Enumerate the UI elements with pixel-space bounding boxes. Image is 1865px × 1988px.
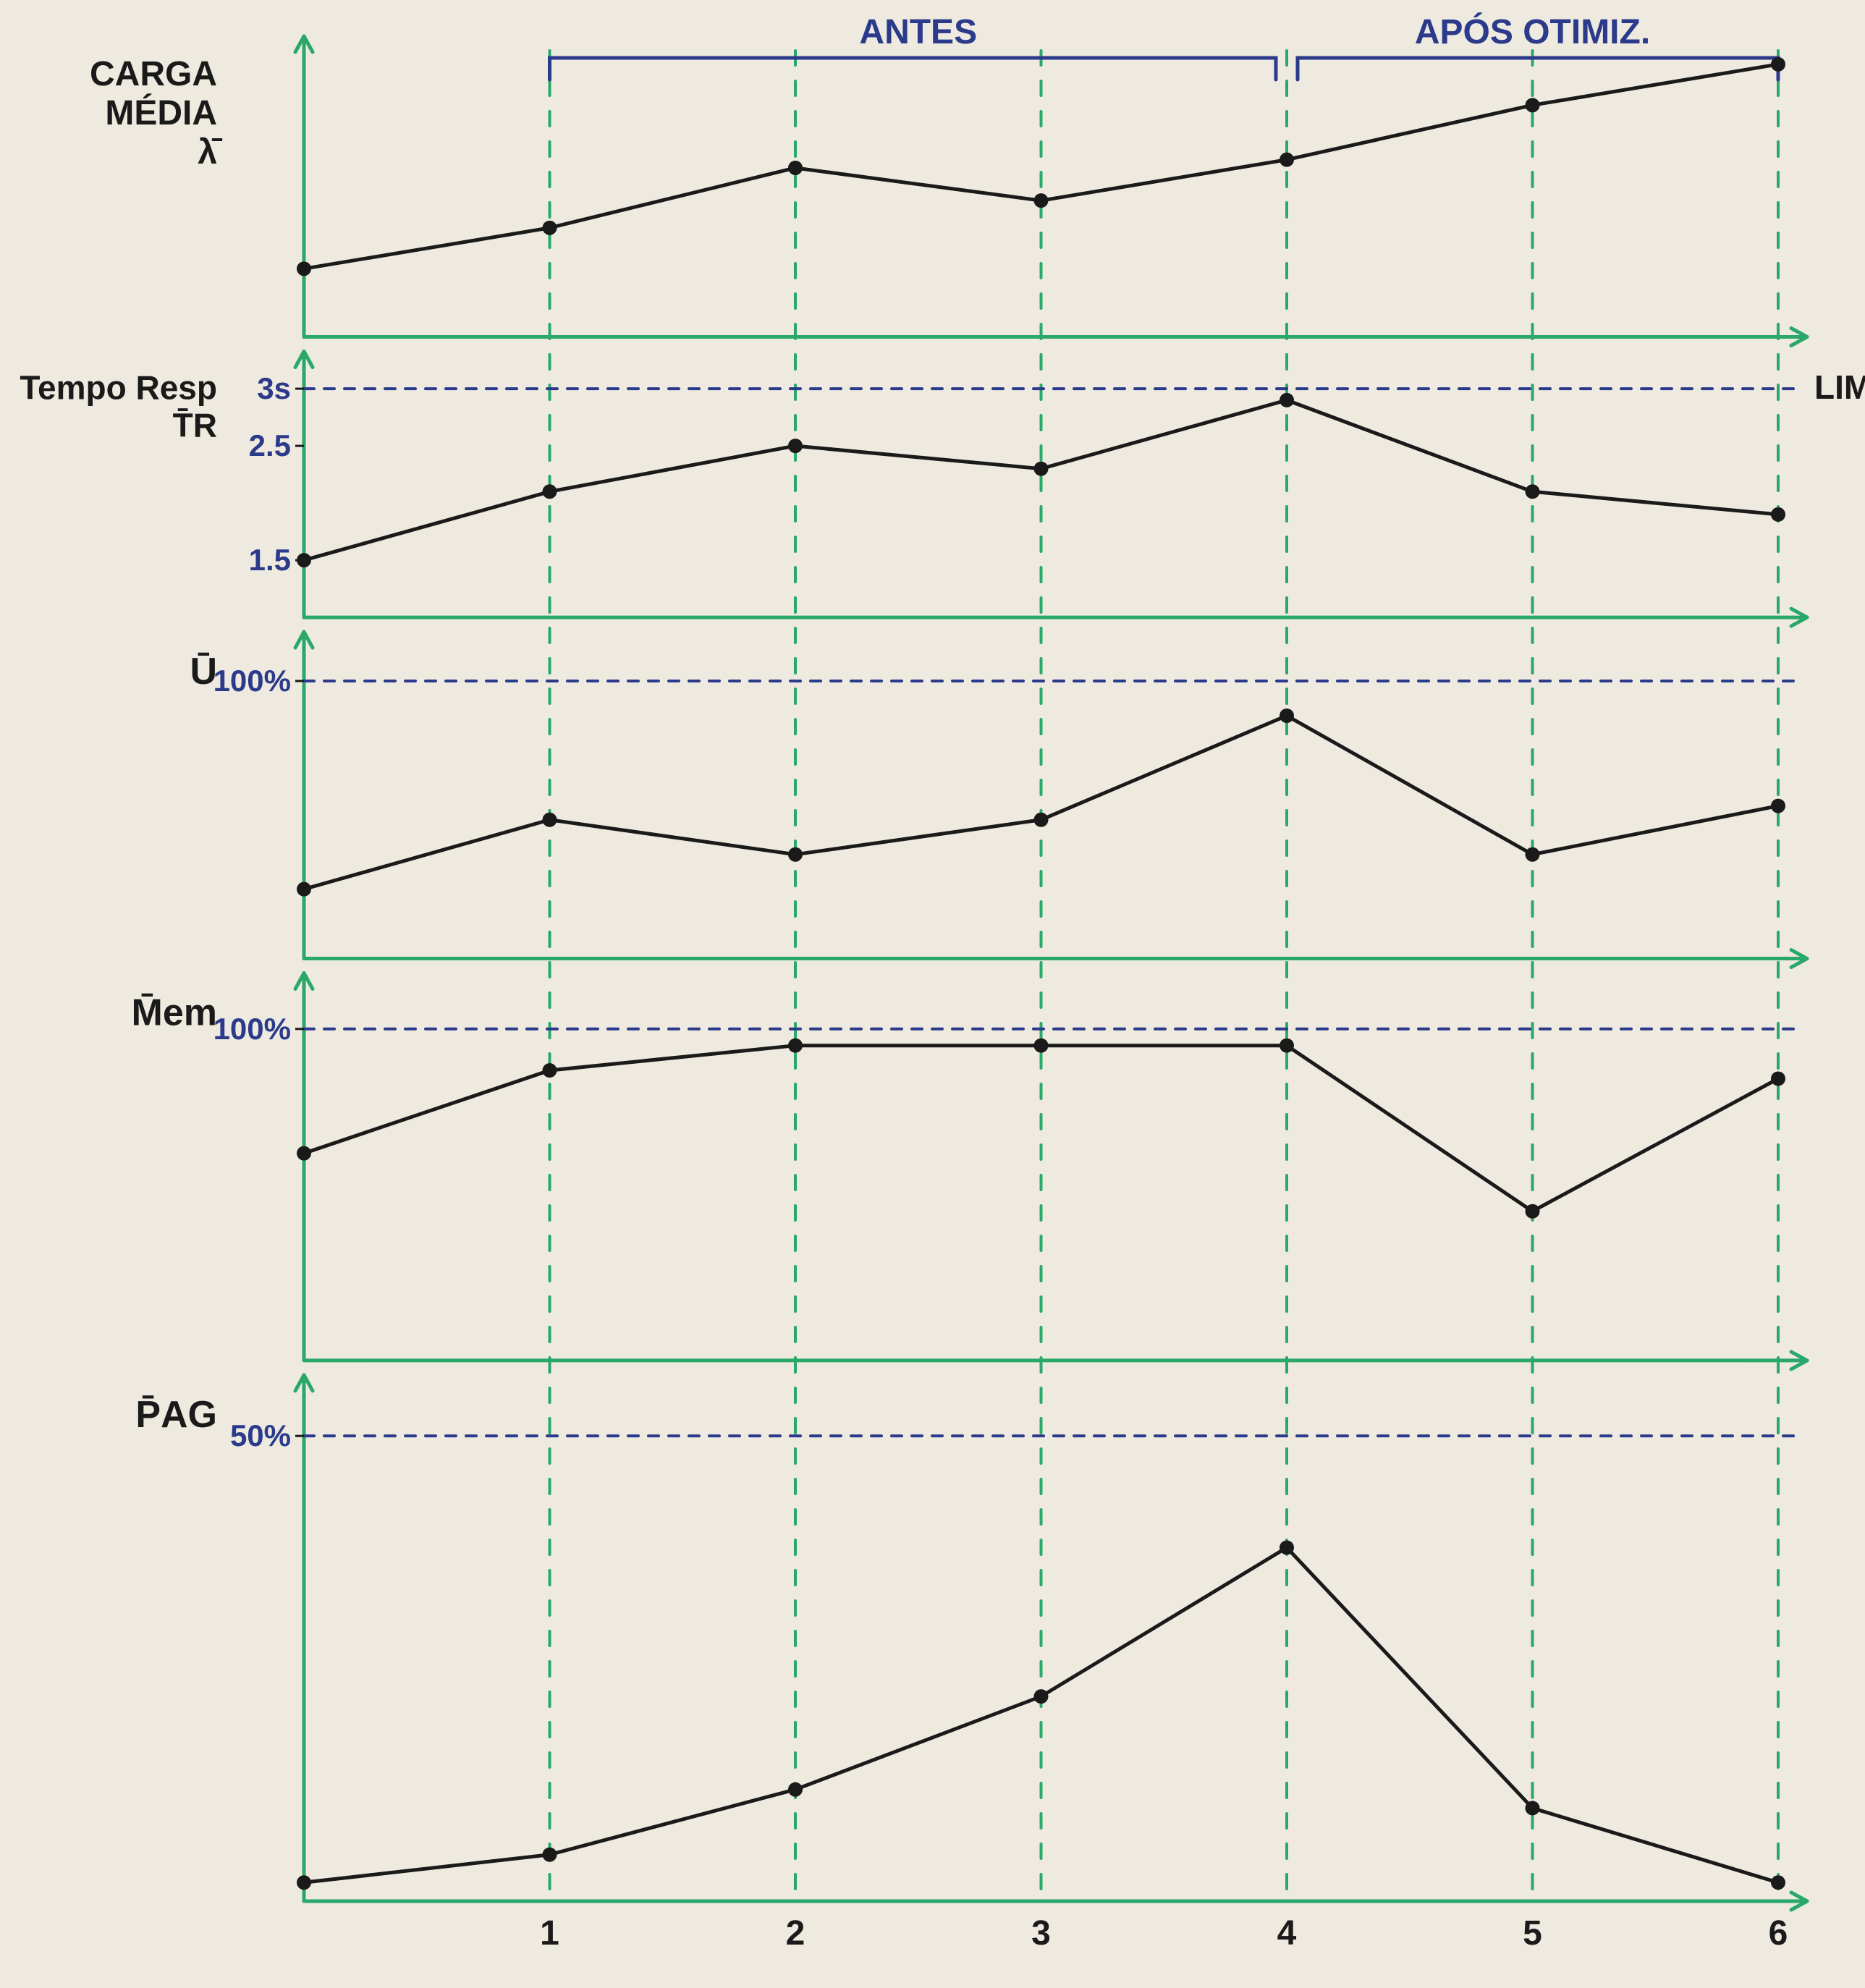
data-point	[788, 439, 803, 453]
data-point	[297, 882, 311, 897]
x-tick-label: 2	[786, 1914, 805, 1953]
data-point	[1280, 1540, 1294, 1555]
data-point	[1034, 813, 1049, 827]
x-tick-label: 1	[540, 1914, 559, 1953]
header-antes: ANTES	[859, 13, 977, 51]
data-point	[543, 1063, 557, 1078]
y-tick-label: 100%	[213, 1012, 291, 1046]
data-point	[1034, 193, 1049, 208]
y-tick-label: 50%	[230, 1418, 291, 1452]
reference-label: LIMITE	[1814, 368, 1865, 406]
data-point	[543, 1848, 557, 1862]
data-point	[1771, 1875, 1785, 1890]
panel-title-carga: CARGA	[90, 55, 217, 93]
data-point	[1771, 1072, 1785, 1086]
data-point	[543, 484, 557, 499]
x-tick-label: 3	[1031, 1914, 1051, 1953]
data-point	[788, 1782, 803, 1797]
y-tick-label: 2.5	[249, 428, 291, 462]
data-point	[1280, 1039, 1294, 1053]
data-point	[788, 1039, 803, 1053]
x-tick-label: 4	[1277, 1914, 1297, 1953]
data-point	[1526, 1801, 1540, 1815]
whiteboard-chart: ANTESAPÓS OTIMIZ.CARGAMÉDIAλ̄LIMITE1.52.…	[0, 0, 1865, 1988]
panel-title-util: Ū	[190, 651, 217, 693]
data-point	[297, 261, 311, 276]
data-point	[788, 847, 803, 862]
y-tick-label: 100%	[213, 664, 291, 698]
data-point	[1771, 507, 1785, 522]
whiteboard-background	[0, 0, 1865, 1988]
panel-title-pag: P̄AG	[135, 1394, 217, 1436]
x-tick-label: 6	[1769, 1914, 1788, 1953]
data-point	[1034, 462, 1049, 476]
data-point	[1526, 847, 1540, 862]
panel-title-tempo_resp: Tempo Resp	[20, 369, 217, 407]
data-point	[1034, 1689, 1049, 1704]
data-point	[1034, 1039, 1049, 1053]
data-point	[1771, 57, 1785, 72]
data-point	[788, 161, 803, 175]
data-point	[1526, 1204, 1540, 1219]
header-apos: APÓS OTIMIZ.	[1415, 12, 1650, 51]
data-point	[1280, 153, 1294, 167]
data-point	[297, 553, 311, 567]
data-point	[1280, 393, 1294, 407]
data-point	[1771, 799, 1785, 813]
panel-title-tempo_resp: T̄R	[173, 407, 217, 444]
data-point	[1526, 98, 1540, 112]
data-point	[543, 813, 557, 827]
data-point	[543, 221, 557, 235]
data-point	[1526, 484, 1540, 499]
y-tick-label: 1.5	[249, 543, 291, 577]
data-point	[297, 1875, 311, 1890]
data-point	[1280, 709, 1294, 723]
panel-title-mem: M̄em	[132, 992, 217, 1034]
x-tick-label: 5	[1523, 1914, 1542, 1953]
y-tick-label: 3s	[257, 371, 291, 405]
data-point	[297, 1146, 311, 1161]
panel-title-carga: MÉDIA	[105, 93, 217, 132]
